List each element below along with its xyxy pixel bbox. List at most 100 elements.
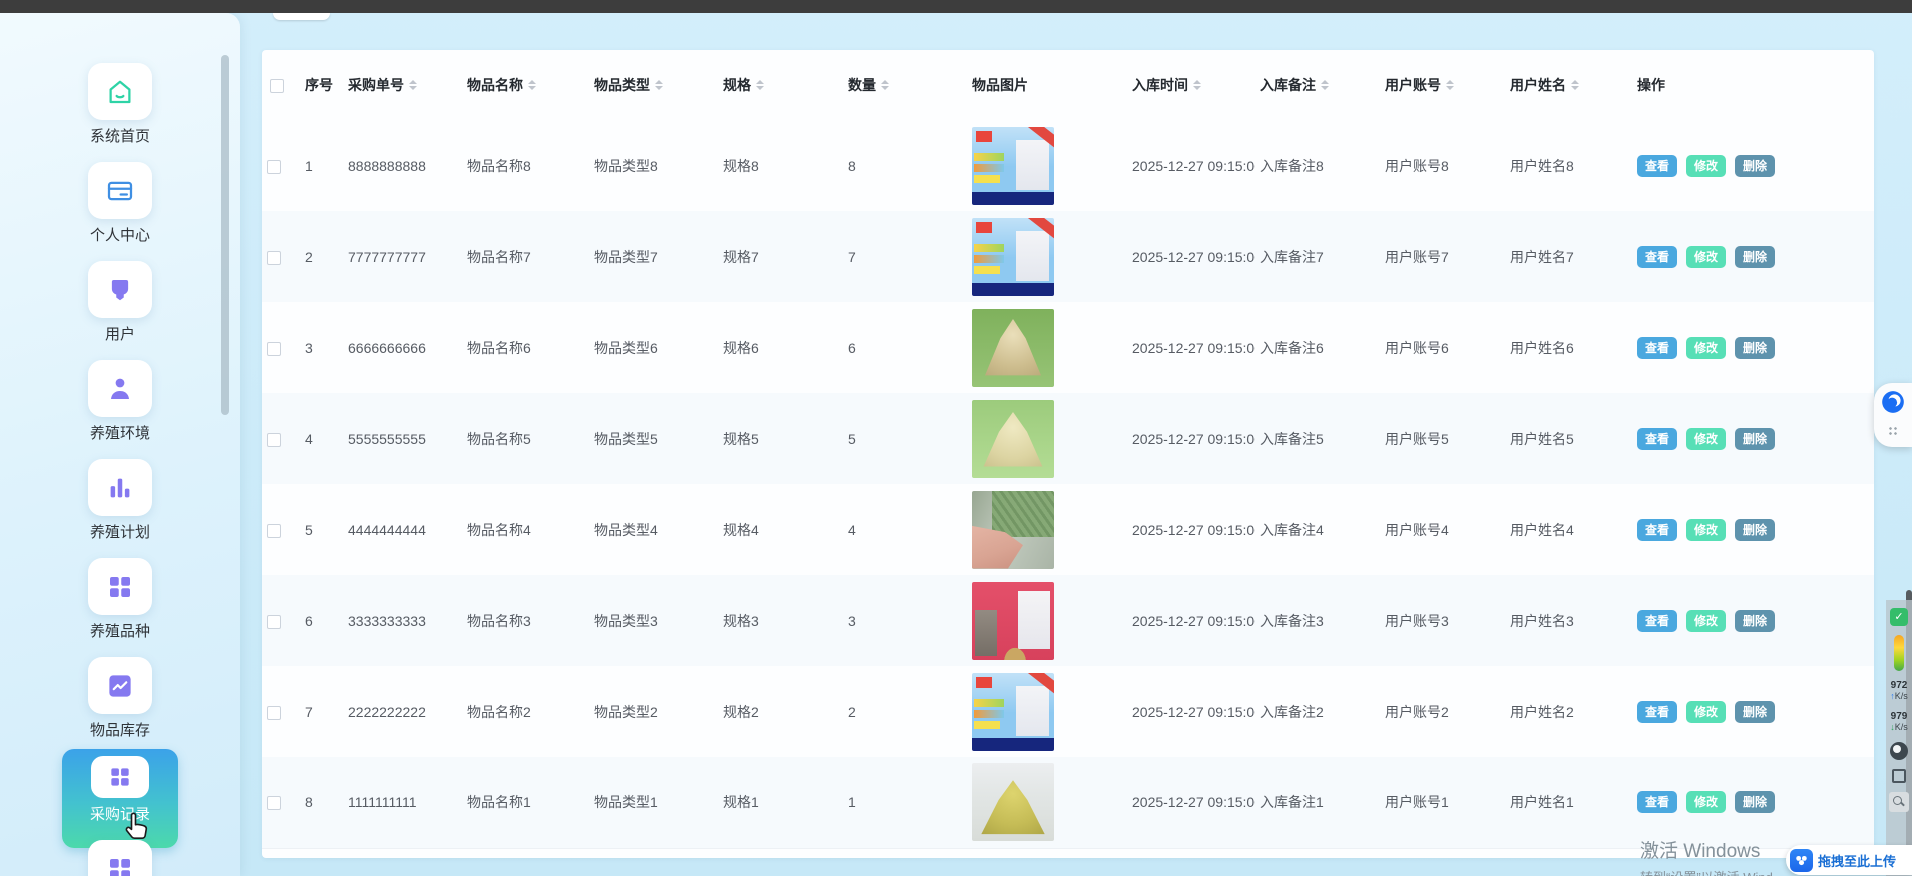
bar-chart-icon bbox=[105, 473, 135, 503]
browser-sidebar-widget[interactable] bbox=[1874, 383, 1912, 447]
row-checkbox[interactable] bbox=[267, 705, 281, 720]
view-button[interactable]: 查看 bbox=[1637, 609, 1677, 632]
grid-icon bbox=[105, 572, 135, 602]
view-button[interactable]: 查看 bbox=[1637, 791, 1677, 814]
select-all-checkbox[interactable] bbox=[270, 79, 284, 94]
screenshot-icon[interactable] bbox=[1892, 769, 1906, 783]
cell-item_type: 物品类型5 bbox=[594, 430, 658, 447]
row-checkbox[interactable] bbox=[267, 159, 281, 174]
cell-item_name: 物品名称4 bbox=[467, 521, 531, 538]
cell-in_time: 2025-12-27 09:15:00 bbox=[1132, 612, 1255, 629]
sort-caret[interactable] bbox=[528, 76, 536, 94]
sort-caret[interactable] bbox=[756, 76, 764, 94]
sidebar-item-养殖计划[interactable]: 养殖计划 bbox=[0, 459, 240, 542]
sidebar-item-养殖品种[interactable]: 养殖品种 bbox=[0, 558, 240, 641]
sidebar-item-icon-card bbox=[88, 360, 152, 417]
night-mode-icon[interactable] bbox=[1890, 742, 1908, 760]
row-checkbox[interactable] bbox=[267, 614, 281, 629]
cell-account: 用户账号4 bbox=[1385, 521, 1449, 538]
add-button-partial[interactable] bbox=[273, 13, 330, 20]
sidebar-scrollbar-thumb[interactable] bbox=[221, 55, 229, 415]
cell-item_type: 物品类型4 bbox=[594, 521, 658, 538]
cell-index: 4 bbox=[305, 430, 313, 447]
item-image[interactable] bbox=[972, 490, 1054, 569]
row-checkbox[interactable] bbox=[267, 250, 281, 265]
row-checkbox[interactable] bbox=[267, 523, 281, 538]
cell-account: 用户账号5 bbox=[1385, 430, 1449, 447]
delete-button[interactable]: 删除 bbox=[1735, 518, 1775, 541]
search-icon[interactable] bbox=[1889, 792, 1909, 812]
cell-qty: 2 bbox=[848, 703, 856, 720]
cell-qty: 5 bbox=[848, 430, 856, 447]
cell-qty: 3 bbox=[848, 612, 856, 629]
edit-button[interactable]: 修改 bbox=[1686, 700, 1726, 723]
view-button[interactable]: 查看 bbox=[1637, 245, 1677, 268]
edit-button[interactable]: 修改 bbox=[1686, 427, 1726, 450]
drag-upload-button[interactable]: 拖拽至此上传 bbox=[1786, 845, 1912, 875]
view-button[interactable]: 查看 bbox=[1637, 518, 1677, 541]
sidebar-item-采购记录[interactable]: 采购记录 bbox=[0, 749, 240, 848]
view-button[interactable]: 查看 bbox=[1637, 336, 1677, 359]
sort-caret[interactable] bbox=[881, 76, 889, 94]
edit-button[interactable]: 修改 bbox=[1686, 154, 1726, 177]
row-checkbox[interactable] bbox=[267, 432, 281, 447]
delete-button[interactable]: 删除 bbox=[1735, 609, 1775, 632]
view-button[interactable]: 查看 bbox=[1637, 154, 1677, 177]
network-download-speed: 979 ↓K/s bbox=[1890, 711, 1908, 732]
speed-meter-icon[interactable] bbox=[1894, 635, 1904, 671]
sidebar-item-partial[interactable] bbox=[0, 840, 240, 876]
edit-button[interactable]: 修改 bbox=[1686, 336, 1726, 359]
drag-handle-icon[interactable] bbox=[1888, 426, 1898, 436]
cell-qty: 8 bbox=[848, 157, 856, 174]
delete-button[interactable]: 删除 bbox=[1735, 791, 1775, 814]
view-button[interactable]: 查看 bbox=[1637, 427, 1677, 450]
sidebar-item-个人中心[interactable]: 个人中心 bbox=[0, 162, 240, 245]
delete-button[interactable]: 删除 bbox=[1735, 336, 1775, 359]
table-row: 3 6666666666 物品名称6 物品类型6 规格6 6 2025-12-27 09:1… bbox=[262, 302, 1874, 393]
item-image[interactable] bbox=[972, 217, 1054, 296]
cell-username: 用户姓名4 bbox=[1510, 521, 1574, 538]
sidebar-item-label: 物品库存 bbox=[89, 722, 150, 739]
cell-qty: 6 bbox=[848, 339, 856, 356]
sort-caret[interactable] bbox=[1446, 76, 1454, 94]
row-checkbox[interactable] bbox=[267, 341, 281, 356]
sort-caret[interactable] bbox=[1571, 76, 1579, 94]
column-header-spec: 规格 bbox=[718, 50, 843, 120]
delete-button[interactable]: 删除 bbox=[1735, 154, 1775, 177]
cell-item_type: 物品类型2 bbox=[594, 703, 658, 720]
delete-button[interactable]: 删除 bbox=[1735, 700, 1775, 723]
edit-button[interactable]: 修改 bbox=[1686, 518, 1726, 541]
edit-button[interactable]: 修改 bbox=[1686, 609, 1726, 632]
row-checkbox[interactable] bbox=[267, 796, 281, 811]
sort-caret[interactable] bbox=[1193, 76, 1201, 94]
sidebar-item-系统首页[interactable]: 系统首页 bbox=[0, 63, 240, 146]
sidebar-item-icon-card bbox=[88, 162, 152, 219]
sidebar-item-用户[interactable]: 用户 bbox=[0, 261, 240, 344]
cell-spec: 规格1 bbox=[723, 794, 759, 811]
item-image[interactable] bbox=[972, 672, 1054, 751]
sort-caret[interactable] bbox=[655, 76, 663, 94]
shield-check-icon[interactable]: ✓ bbox=[1890, 608, 1908, 626]
cell-username: 用户姓名1 bbox=[1510, 794, 1574, 811]
edit-button[interactable]: 修改 bbox=[1686, 791, 1726, 814]
item-image[interactable] bbox=[972, 399, 1054, 478]
item-image[interactable] bbox=[972, 308, 1054, 387]
purchase-records-table-card: 序号 采购单号 物品名称 物品类型 规格 数量 物品图片 入库时间 入库备注 用户账号 用户姓名 操作… bbox=[262, 50, 1874, 858]
delete-button[interactable]: 删除 bbox=[1735, 427, 1775, 450]
sort-caret[interactable] bbox=[1321, 76, 1329, 94]
delete-button[interactable]: 删除 bbox=[1735, 245, 1775, 268]
cell-item_type: 物品类型8 bbox=[594, 157, 658, 174]
item-image[interactable] bbox=[972, 763, 1054, 842]
sort-caret[interactable] bbox=[409, 76, 417, 94]
cell-index: 6 bbox=[305, 612, 313, 629]
sidebar-item-养殖环境[interactable]: 养殖环境 bbox=[0, 360, 240, 443]
edit-button[interactable]: 修改 bbox=[1686, 245, 1726, 268]
item-image[interactable] bbox=[972, 581, 1054, 660]
view-button[interactable]: 查看 bbox=[1637, 700, 1677, 723]
cell-item_name: 物品名称8 bbox=[467, 157, 531, 174]
sidebar-item-物品库存[interactable]: 物品库存 bbox=[0, 657, 240, 740]
network-upload-speed: 972 ↑K/s bbox=[1890, 680, 1908, 701]
browser-top-strip bbox=[0, 0, 1912, 13]
item-image[interactable] bbox=[972, 126, 1054, 205]
column-header-select bbox=[262, 50, 300, 120]
